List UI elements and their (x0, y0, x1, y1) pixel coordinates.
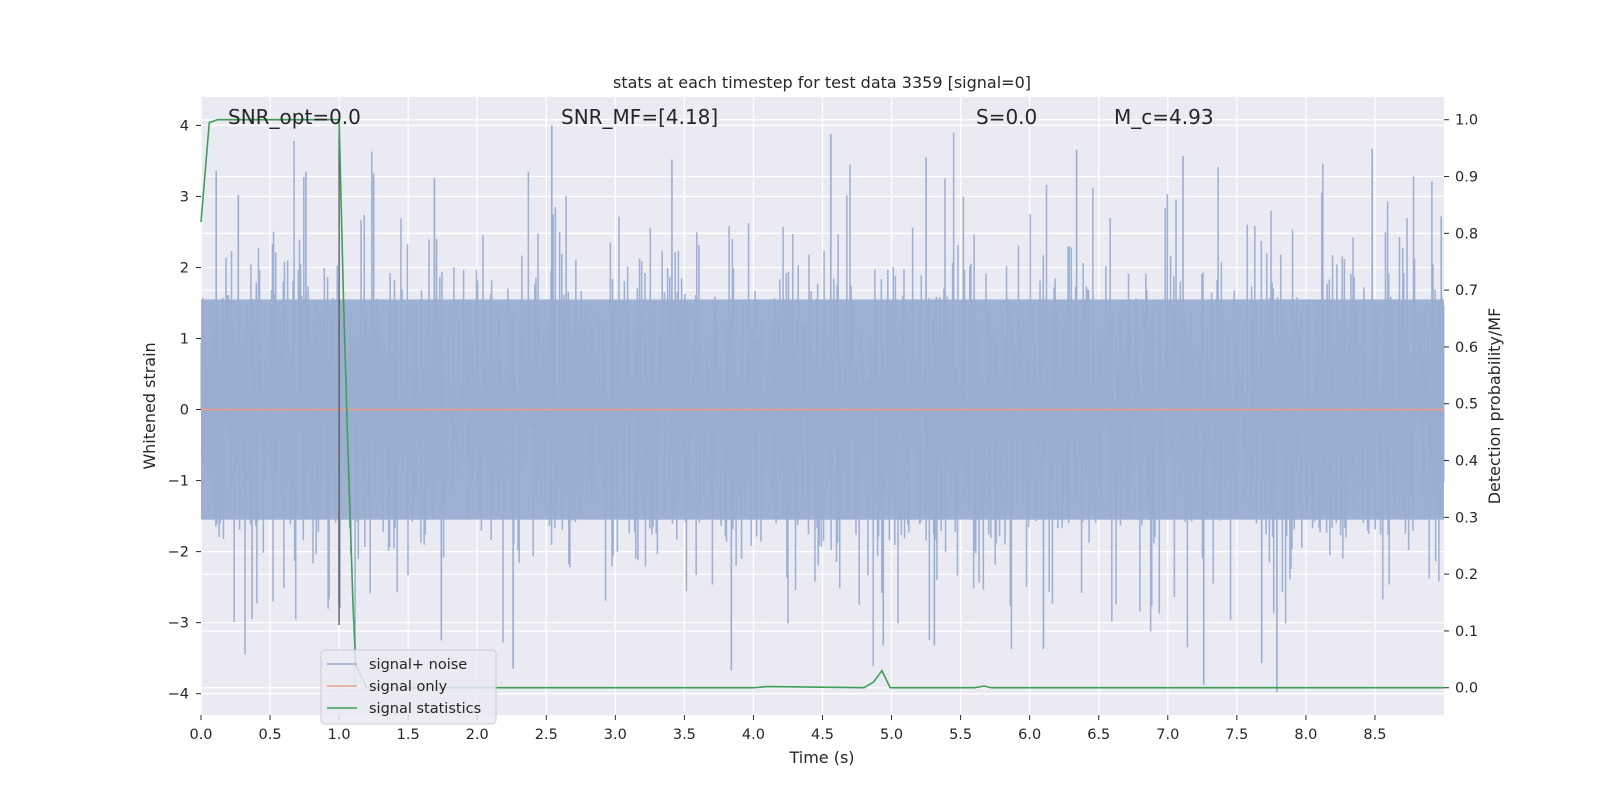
y-right-axis-label: Detection probability/MF (1485, 308, 1504, 505)
x-tick-label: 2.0 (466, 727, 489, 743)
y-tick-label: −4 (168, 687, 189, 703)
x-tick-label: 7.5 (1225, 727, 1248, 743)
x-tick-label: 0.5 (259, 727, 282, 743)
x-tick-label: 6.0 (1018, 727, 1041, 743)
y-right-tick-label: 0.5 (1455, 397, 1478, 413)
legend-label-noise: signal+ noise (369, 657, 467, 673)
x-tick-label: 0.0 (189, 727, 212, 743)
legend-label-stats: signal statistics (369, 701, 481, 717)
x-tick-label: 8.5 (1363, 727, 1386, 743)
x-tick-label: 1.5 (397, 727, 420, 743)
x-tick-label: 7.0 (1156, 727, 1179, 743)
y-right-tick-label: 0.8 (1455, 226, 1478, 242)
y-right-tick-label: 0.0 (1455, 681, 1478, 697)
annotation-s: S=0.0 (976, 105, 1037, 129)
y-right-tick-label: 0.4 (1455, 454, 1478, 470)
y-tick-label: 3 (180, 189, 189, 205)
x-tick-label: 4.5 (811, 727, 834, 743)
x-axis-label: Time (s) (788, 748, 854, 767)
x-tick-label: 4.0 (742, 727, 765, 743)
annotation-snr-opt: SNR_opt=0.0 (228, 105, 361, 129)
legend: signal+ noise signal only signal statist… (320, 649, 497, 725)
y-right-tick-label: 0.2 (1455, 567, 1478, 583)
x-tick-labels: 0.0 0.5 1.0 1.5 2.0 2.5 3.0 3.5 4.0 4.5 5.0 5.5 6.0 6… (189, 715, 1386, 743)
y-right-tick-label: 0.6 (1455, 340, 1478, 356)
x-tick-label: 2.5 (535, 727, 558, 743)
y-right-tick-label: 0.3 (1455, 510, 1478, 526)
legend-label-signal: signal only (369, 679, 448, 695)
x-tick-label: 5.0 (880, 727, 903, 743)
left-tick-labels: 4 3 2 1 0 −1 −2 −3 −4 (168, 118, 201, 703)
y-tick-label: 2 (180, 260, 189, 276)
y-right-tick-label: 1.0 (1455, 113, 1478, 129)
x-tick-label: 1.0 (328, 727, 351, 743)
y-right-tick-label: 0.7 (1455, 283, 1478, 299)
y-tick-label: −2 (168, 545, 189, 561)
y-right-tick-label: 0.1 (1455, 624, 1478, 640)
y-right-tick-label: 0.9 (1455, 170, 1478, 186)
y-tick-label: 4 (180, 118, 189, 134)
chart-title: stats at each timestep for test data 335… (613, 73, 1031, 92)
y-tick-label: −3 (168, 616, 189, 632)
y-tick-label: 1 (180, 332, 189, 348)
x-tick-label: 6.5 (1087, 727, 1110, 743)
x-tick-label: 5.5 (949, 727, 972, 743)
x-tick-label: 3.0 (604, 727, 627, 743)
x-tick-label: 3.5 (673, 727, 696, 743)
line-series (200, 118, 1444, 689)
annotation-mc: M_c=4.93 (1114, 105, 1214, 129)
y-tick-label: −1 (168, 474, 189, 490)
legend-box (320, 649, 497, 725)
annotation-snr-mf: SNR_MF=[4.18] (561, 105, 718, 129)
right-tick-labels: 1.0 0.9 0.8 0.7 0.6 0.5 0.4 0.3 0.2 0.1 0.0 (1444, 113, 1478, 697)
x-tick-label: 8.0 (1294, 727, 1317, 743)
y-axis-label: Whitened strain (140, 342, 159, 469)
signal-statistics-line (200, 118, 1444, 689)
y-tick-label: 0 (180, 403, 189, 419)
